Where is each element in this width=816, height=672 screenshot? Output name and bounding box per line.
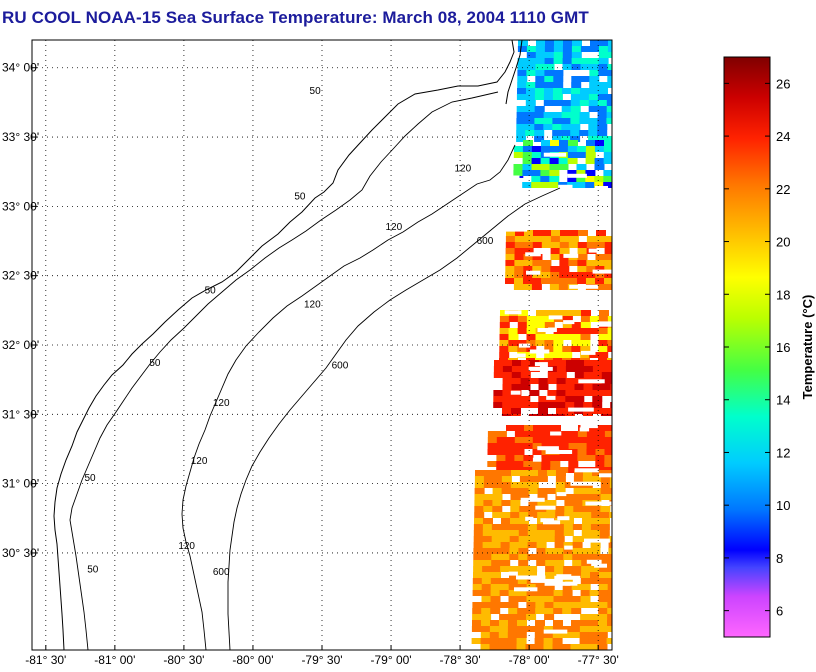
x-tick-label: -79° 30' xyxy=(301,653,342,667)
colorbar-tick-label: 10 xyxy=(776,498,790,513)
lat-lon-grid xyxy=(32,40,612,650)
isobath-label: 50 xyxy=(294,191,306,202)
isobath-label: 50 xyxy=(310,86,322,97)
isobath-label: 120 xyxy=(178,541,195,552)
isobath-labels: 50 50 50 50 50 50 120 120 120 120 120 120 600 600 600 xyxy=(84,86,493,578)
isobath-120m xyxy=(181,144,516,650)
isobath-label: 120 xyxy=(191,456,208,467)
colorbar-tick-label: 26 xyxy=(776,76,790,91)
y-tick-label: 31° 30' xyxy=(2,407,39,421)
colorbar-tick-label: 18 xyxy=(776,287,790,302)
colorbar-title: Temperature (°C) xyxy=(800,295,815,400)
colorbar-tick-label: 12 xyxy=(776,445,790,460)
colorbar-tick-label: 16 xyxy=(776,340,790,355)
colorbar-gradient xyxy=(723,56,771,638)
colorbar-tick-label: 14 xyxy=(776,393,790,408)
x-tick-label: -78° 00' xyxy=(509,653,550,667)
isobath-label: 50 xyxy=(149,358,161,369)
map-panel: 505050505050120120120120120120600600600 … xyxy=(2,39,619,667)
x-tick-label: -80° 00' xyxy=(232,653,273,667)
isobath-label: 120 xyxy=(385,222,402,233)
x-tick-label: -79° 00' xyxy=(370,653,411,667)
sst-data-swath xyxy=(471,40,612,650)
isobath-label: 600 xyxy=(477,236,494,247)
coastline xyxy=(53,40,523,650)
sst-band xyxy=(493,360,612,420)
colorbar-ticks: 6 8 10 12 14 16 18 20 22 24 26 xyxy=(724,76,790,619)
y-tick-label: 33° 30' xyxy=(2,130,39,144)
x-axis-ticks: -81° 30' -81° 00' -80° 30' -80° 00' -79° 30'… xyxy=(25,645,619,667)
isobath-label: 120 xyxy=(455,164,472,175)
isobath-600m xyxy=(227,187,561,650)
x-tick-label: -77° 30' xyxy=(578,653,619,667)
colorbar: 6 8 10 12 14 16 18 20 22 24 26 Temperature (°C) xyxy=(723,56,815,638)
cloud-mask xyxy=(500,152,612,634)
isobath-label: 600 xyxy=(213,567,230,578)
x-tick-label: -78° 30' xyxy=(440,653,481,667)
y-tick-label: 34° 00' xyxy=(2,61,39,75)
x-tick-label: -80° 30' xyxy=(163,653,204,667)
y-tick-label: 32° 30' xyxy=(2,269,39,283)
y-tick-label: 30° 30' xyxy=(2,546,39,560)
isobath-label: 50 xyxy=(87,564,99,575)
coastline-path xyxy=(53,40,515,650)
y-tick-label: 32° 00' xyxy=(2,338,39,352)
outer-banks-path xyxy=(505,40,523,105)
isobath-label: 120 xyxy=(304,300,321,311)
isobath-label: 600 xyxy=(332,361,349,372)
isobath-50m xyxy=(69,91,499,650)
y-tick-label: 31° 00' xyxy=(2,477,39,491)
y-axis-ticks: 34° 00' 33° 30' 33° 00' 32° 30' 32° 00' 31° 3… xyxy=(2,61,39,560)
map-title: RU COOL NOAA-15 Sea Surface Temperature:… xyxy=(2,8,589,27)
colorbar-tick-label: 24 xyxy=(776,129,790,144)
sst-band xyxy=(516,40,612,142)
colorbar-tick-label: 20 xyxy=(776,235,790,250)
colorbar-tick-label: 6 xyxy=(776,604,783,619)
y-tick-label: 33° 00' xyxy=(2,199,39,213)
x-tick-label: -81° 00' xyxy=(94,653,135,667)
isobath-label: 50 xyxy=(84,473,96,484)
isobath-label: 120 xyxy=(213,398,230,409)
x-tick-label: -81° 30' xyxy=(25,653,66,667)
colorbar-tick-label: 22 xyxy=(776,182,790,197)
colorbar-tick-label: 8 xyxy=(776,551,783,566)
isobaths xyxy=(69,91,561,650)
isobath-label: 50 xyxy=(205,286,217,297)
